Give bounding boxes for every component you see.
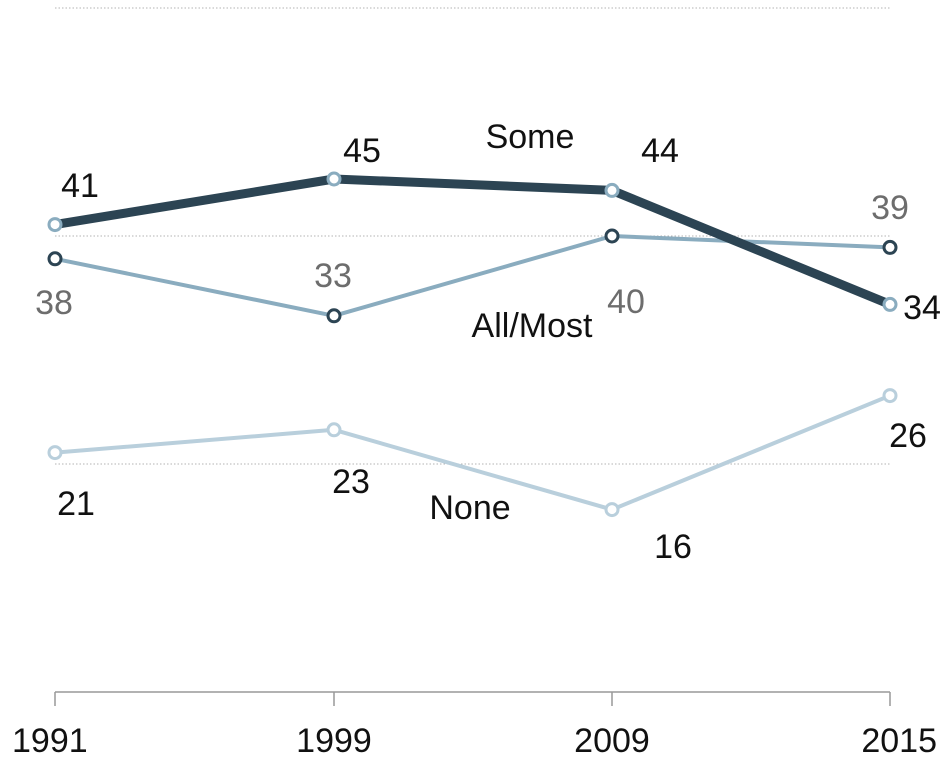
point-all-most-1999 xyxy=(326,308,342,324)
value-label-some-2015: 34 xyxy=(903,289,941,327)
series-label-all-most: All/Most xyxy=(472,307,593,345)
x-tick-label-1999: 1999 xyxy=(296,722,372,757)
point-none-1991 xyxy=(47,445,63,461)
x-tick-label-2015: 2015 xyxy=(861,722,937,757)
point-all-most-2015 xyxy=(882,239,898,255)
point-some-1999 xyxy=(326,171,342,187)
series-names: Some All/Most None xyxy=(429,118,593,527)
value-label-all-most-1991: 38 xyxy=(35,284,73,322)
value-label-none-2015: 26 xyxy=(889,417,927,455)
data-labels: 41 45 44 34 38 33 40 39 21 23 16 26 xyxy=(35,132,941,566)
value-label-some-1991: 41 xyxy=(61,167,99,205)
value-label-all-most-1999: 33 xyxy=(314,257,352,295)
point-none-2009 xyxy=(604,502,620,518)
point-some-1991 xyxy=(47,217,63,233)
gridlines xyxy=(55,7,890,465)
x-axis: 1991 1999 2009 2015 xyxy=(12,691,937,757)
point-none-1999 xyxy=(326,422,342,438)
series-label-none: None xyxy=(429,489,510,527)
series-line-all-most xyxy=(53,234,892,318)
point-some-2015 xyxy=(882,296,898,312)
series-line-none xyxy=(53,393,892,512)
x-tick-label-2009: 2009 xyxy=(574,722,650,757)
value-label-some-1999: 45 xyxy=(343,132,381,170)
point-all-most-1991 xyxy=(47,251,63,267)
point-some-2009 xyxy=(604,182,620,198)
value-label-none-1999: 23 xyxy=(332,463,370,501)
value-label-none-2009: 16 xyxy=(654,528,692,566)
x-tick-label-1991: 1991 xyxy=(12,722,88,757)
series-lines xyxy=(47,171,898,518)
point-all-most-2009 xyxy=(604,228,620,244)
value-label-some-2009: 44 xyxy=(641,132,679,170)
point-none-2015 xyxy=(882,388,898,404)
value-label-all-most-2015: 39 xyxy=(871,189,909,227)
value-label-all-most-2009: 40 xyxy=(607,283,645,321)
series-label-some: Some xyxy=(486,118,575,156)
value-label-none-1991: 21 xyxy=(57,485,95,523)
series-line-some xyxy=(50,174,895,309)
